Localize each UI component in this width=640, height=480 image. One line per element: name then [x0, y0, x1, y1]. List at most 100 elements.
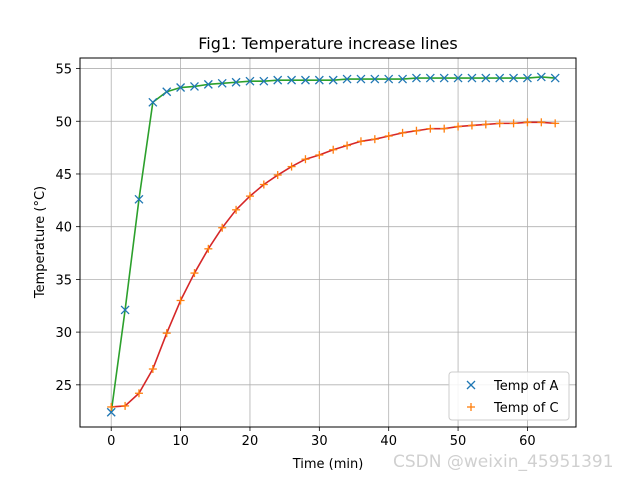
data-point-temp-c: [134, 389, 143, 398]
data-point-temp-a-stroke: [425, 73, 435, 83]
data-point-temp-a-stroke: [203, 79, 213, 89]
data-point-temp-a: [481, 73, 491, 83]
data-point-temp-c: [329, 145, 338, 154]
data-point-temp-a: [273, 75, 283, 85]
data-point-temp-a: [314, 75, 324, 85]
data-point-temp-a-stroke: [106, 407, 116, 417]
data-point-temp-a-stroke: [453, 73, 463, 83]
x-tick-label: 0: [107, 434, 115, 449]
data-point-temp-c: [259, 180, 268, 189]
data-point-temp-c: [467, 121, 476, 130]
data-point-temp-a: [522, 73, 532, 83]
data-point-temp-c: [343, 141, 352, 150]
data-point-temp-a: [467, 73, 477, 83]
data-point-temp-a: [370, 74, 380, 84]
data-point-temp-c: [440, 124, 449, 133]
data-point-temp-a: [425, 73, 435, 83]
x-tick-label: 50: [450, 434, 467, 449]
legend-marker-temp-a: [466, 380, 476, 390]
y-tick-label: 40: [55, 221, 72, 236]
data-point-temp-a-stroke: [550, 73, 560, 83]
data-point-temp-a: [342, 74, 352, 84]
data-point-temp-a: [550, 73, 560, 83]
data-point-temp-a-stroke: [134, 194, 144, 204]
data-point-temp-a-stroke: [509, 73, 519, 83]
data-point-temp-a-stroke: [273, 75, 283, 85]
y-tick-label: 50: [55, 115, 72, 130]
data-point-temp-a: [120, 305, 130, 315]
data-point-temp-c: [426, 124, 435, 133]
legend-marker-temp-c: [467, 403, 475, 411]
data-point-temp-a-stroke: [300, 75, 310, 85]
data-point-temp-a-stroke: [176, 83, 186, 92]
data-point-temp-a-stroke: [481, 73, 491, 83]
data-point-temp-a-stroke: [120, 305, 130, 315]
data-point-temp-a-stroke: [342, 74, 352, 84]
data-point-temp-a-stroke: [162, 87, 172, 97]
data-point-temp-a-stroke: [467, 73, 477, 83]
data-point-temp-a-stroke: [356, 74, 366, 84]
legend: Temp of A Temp of C: [448, 371, 570, 421]
axis-ticks: 0 10 20 30 40 50 60 25 30 35 40 45 50 55: [55, 63, 535, 449]
data-point-temp-a-stroke: [411, 73, 421, 83]
y-axis-label: Temperature (°C): [33, 186, 48, 299]
watermark: CSDN @weixin_45951391: [393, 452, 614, 472]
x-tick-label: 20: [242, 434, 259, 449]
grid-lines: [80, 58, 576, 427]
y-tick-label: 30: [55, 326, 72, 341]
series-line-temp-c: [111, 121, 556, 408]
data-point-temp-a: [217, 78, 227, 88]
x-tick-label: 30: [311, 434, 328, 449]
data-point-temp-c: [148, 365, 157, 374]
y-tick-label: 35: [55, 273, 72, 288]
data-point-temp-c: [287, 162, 296, 171]
data-point-temp-c: [481, 120, 490, 129]
data-point-temp-c: [370, 135, 379, 144]
x-tick-label: 10: [172, 434, 189, 449]
data-point-temp-a-stroke: [314, 75, 324, 85]
data-point-temp-c: [509, 119, 518, 128]
chart-title: Fig1: Temperature increase lines: [198, 34, 457, 53]
data-point-temp-a: [245, 76, 255, 86]
data-point-temp-c: [273, 171, 282, 180]
data-point-temp-a-stroke: [148, 97, 158, 107]
series-layer: [106, 72, 560, 417]
data-point-temp-c: [190, 269, 199, 278]
data-point-temp-c: [218, 223, 227, 232]
data-point-temp-a-stroke: [231, 77, 241, 87]
data-point-temp-a: [384, 74, 394, 84]
data-point-temp-a: [300, 75, 310, 85]
data-point-temp-c: [495, 119, 504, 128]
data-point-temp-c: [121, 401, 130, 410]
data-point-temp-a: [190, 82, 199, 91]
data-point-temp-c: [537, 118, 546, 127]
data-point-temp-c: [245, 192, 254, 201]
legend-symbol-temp-a: [466, 380, 476, 390]
legend-label-temp-c: Temp of C: [493, 401, 559, 416]
data-point-temp-a: [134, 194, 144, 204]
data-point-temp-a-stroke: [495, 73, 505, 83]
data-point-temp-a: [509, 73, 519, 83]
data-point-temp-a: [176, 83, 186, 92]
series-line-temp-a: [110, 76, 556, 413]
data-point-temp-a-stroke: [398, 74, 408, 84]
data-point-temp-c: [551, 119, 560, 128]
data-point-temp-a-stroke: [190, 82, 199, 91]
data-point-temp-c: [162, 329, 171, 338]
data-point-temp-a: [203, 79, 213, 89]
data-point-temp-c: [176, 296, 185, 305]
data-point-temp-c: [454, 122, 463, 131]
data-point-temp-a: [411, 73, 421, 83]
y-tick-label: 45: [55, 168, 72, 183]
x-tick-label: 60: [519, 434, 536, 449]
data-point-temp-a-stroke: [287, 75, 297, 85]
x-tick-label: 40: [380, 434, 397, 449]
x-axis-label: Time (min): [292, 457, 364, 472]
plot-frame: [79, 57, 577, 428]
data-point-temp-a: [162, 87, 172, 97]
data-point-temp-a: [328, 75, 338, 85]
data-point-temp-c: [384, 132, 393, 141]
data-point-temp-c: [315, 150, 324, 159]
legend-symbol-temp-c: [467, 403, 475, 411]
